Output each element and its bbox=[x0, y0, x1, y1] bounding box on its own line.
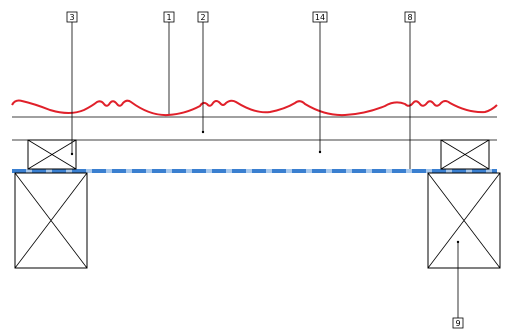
batten-left bbox=[27, 139, 77, 170]
leader-dot-14 bbox=[318, 150, 322, 154]
svg-text:1: 1 bbox=[166, 13, 171, 22]
svg-text:14: 14 bbox=[315, 13, 325, 22]
leader-dot-9 bbox=[456, 240, 460, 244]
label-1: 1 bbox=[163, 11, 175, 23]
svg-text:9: 9 bbox=[455, 319, 460, 328]
label-2: 2 bbox=[197, 11, 209, 23]
svg-text:8: 8 bbox=[407, 13, 412, 22]
label-14: 14 bbox=[312, 11, 328, 23]
leader-dot-3 bbox=[70, 152, 74, 156]
beam-right bbox=[427, 172, 501, 269]
svg-text:2: 2 bbox=[200, 13, 205, 22]
batten-right bbox=[440, 139, 490, 170]
label-8: 8 bbox=[404, 11, 416, 23]
beam-left bbox=[14, 172, 88, 269]
label-3: 3 bbox=[66, 11, 78, 23]
wave-covering bbox=[11, 99, 498, 117]
svg-text:3: 3 bbox=[69, 13, 74, 22]
leader-dot-2 bbox=[201, 130, 205, 134]
label-9: 9 bbox=[452, 317, 464, 329]
